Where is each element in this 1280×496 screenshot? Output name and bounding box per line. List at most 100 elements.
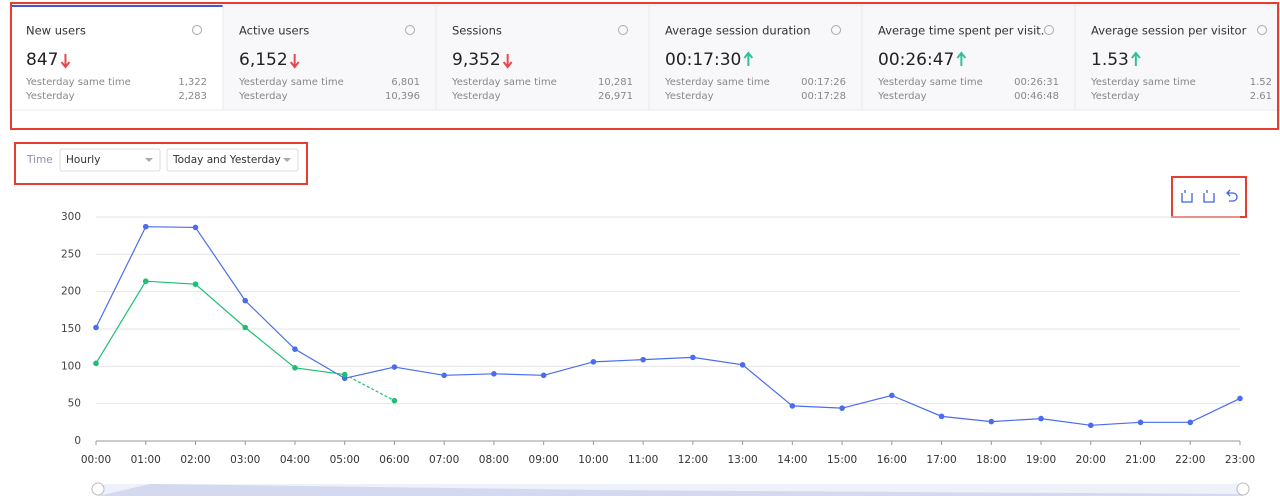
- data-point: [391, 364, 398, 370]
- dropdown[interactable]: [59, 148, 161, 172]
- compare-label: Yesterday: [877, 91, 927, 102]
- metric-card[interactable]: [861, 4, 1076, 111]
- slider-handle[interactable]: [1236, 482, 1250, 496]
- data-point: [1187, 419, 1194, 426]
- trend-arrow: [743, 51, 754, 66]
- data-point: [1087, 422, 1094, 429]
- card-title: Average session per visitor: [1091, 24, 1247, 38]
- x-tick-label: 22:00: [1175, 454, 1205, 466]
- metric-card[interactable]: [222, 4, 437, 111]
- data-point: [341, 371, 348, 378]
- x-tick-label: 06:00: [379, 454, 409, 466]
- data-point: [839, 405, 845, 411]
- card-value: 847: [26, 50, 58, 70]
- data-point: [441, 372, 447, 379]
- card-value: 1.53: [1091, 50, 1129, 70]
- card-value: 00:17:30: [665, 50, 741, 70]
- compare-label: Yesterday same time: [877, 77, 983, 88]
- info-icon: [1257, 25, 1267, 35]
- y-tick-label: 150: [61, 323, 81, 335]
- data-point: [242, 297, 249, 304]
- data-point: [938, 413, 945, 420]
- compare-value: 10,281: [598, 77, 633, 88]
- control-label: Time: [26, 154, 53, 166]
- toolbar-restore[interactable]: [1226, 189, 1238, 202]
- x-tick-label: 21:00: [1125, 454, 1155, 466]
- compare-value: 6,801: [391, 77, 420, 88]
- data-point: [1237, 395, 1243, 402]
- x-tick-label: 10:00: [578, 454, 608, 466]
- metric-card[interactable]: [9, 4, 224, 111]
- trend-arrow: [1131, 51, 1141, 66]
- x-tick-label: 20:00: [1076, 454, 1106, 466]
- x-tick-label: 09:00: [529, 454, 559, 466]
- info-icon: [405, 25, 415, 35]
- data-point: [889, 392, 895, 399]
- compare-label: Yesterday same time: [451, 77, 557, 88]
- metric-card[interactable]: [1074, 4, 1280, 111]
- data-point: [640, 356, 646, 363]
- compare-label: Yesterday: [451, 91, 501, 102]
- compare-value: 1.52: [1250, 77, 1272, 88]
- series-dashed-segment: [344, 374, 395, 402]
- compare-label: Yesterday same time: [664, 77, 770, 88]
- data-point: [292, 346, 298, 352]
- x-tick-label: 13:00: [727, 454, 757, 466]
- data-point: [540, 372, 547, 379]
- toolbar-zoom-reset[interactable]: [1203, 190, 1215, 203]
- slider-shadow: [98, 484, 1243, 496]
- data-point: [590, 359, 597, 365]
- data-point: [739, 362, 746, 368]
- y-tick-label: 50: [68, 398, 81, 410]
- card-title: Average session duration: [665, 24, 811, 38]
- dropdown[interactable]: [166, 148, 299, 172]
- y-tick-label: 250: [61, 248, 81, 260]
- x-tick-label: 01:00: [131, 454, 161, 466]
- data-point: [142, 278, 149, 285]
- y-tick-label: 100: [61, 360, 81, 372]
- x-tick-label: 12:00: [678, 454, 708, 466]
- x-tick-label: 18:00: [976, 454, 1006, 466]
- compare-value: 00:26:31: [1014, 77, 1059, 88]
- card-value: 00:26:47: [878, 50, 954, 70]
- compare-value: 2.61: [1250, 91, 1272, 102]
- data-point: [988, 418, 995, 425]
- compare-label: Yesterday same time: [238, 77, 344, 88]
- data-point: [142, 223, 149, 230]
- x-tick-label: 14:00: [777, 454, 807, 466]
- trend-arrow: [60, 54, 71, 69]
- data-point: [192, 224, 199, 231]
- compare-label: Yesterday: [25, 91, 75, 102]
- x-tick-label: 04:00: [280, 454, 310, 466]
- x-tick-label: 17:00: [926, 454, 956, 466]
- data-point: [1038, 415, 1044, 422]
- data-point: [1137, 419, 1144, 426]
- trend-arrow: [502, 54, 513, 69]
- metric-card[interactable]: [648, 4, 863, 111]
- info-icon: [1044, 25, 1054, 35]
- slider-handle[interactable]: [91, 482, 105, 496]
- dropdown-text: Hourly: [66, 154, 100, 166]
- compare-value: 1,322: [178, 77, 207, 88]
- data-point: [391, 397, 398, 404]
- series-line: [95, 226, 1241, 426]
- data-point: [93, 324, 99, 331]
- compare-value: 2,283: [178, 91, 207, 102]
- compare-value: 10,396: [385, 91, 420, 102]
- toolbar-zoom[interactable]: [1181, 190, 1193, 203]
- highlight-box: [14, 142, 308, 185]
- series-line: [95, 280, 345, 376]
- highlight-box: [10, 2, 1279, 130]
- y-tick-label: 200: [61, 286, 81, 298]
- data-point: [93, 360, 99, 367]
- x-tick-label: 23:00: [1225, 454, 1255, 466]
- compare-value: 26,971: [598, 91, 633, 102]
- card-title: Average time spent per visit.: [878, 24, 1044, 38]
- dropdown-caret: [145, 158, 153, 162]
- dropdown-caret: [283, 158, 291, 162]
- compare-value: 00:46:48: [1014, 91, 1059, 102]
- card-value: 6,152: [239, 50, 288, 70]
- x-tick-label: 00:00: [81, 454, 111, 466]
